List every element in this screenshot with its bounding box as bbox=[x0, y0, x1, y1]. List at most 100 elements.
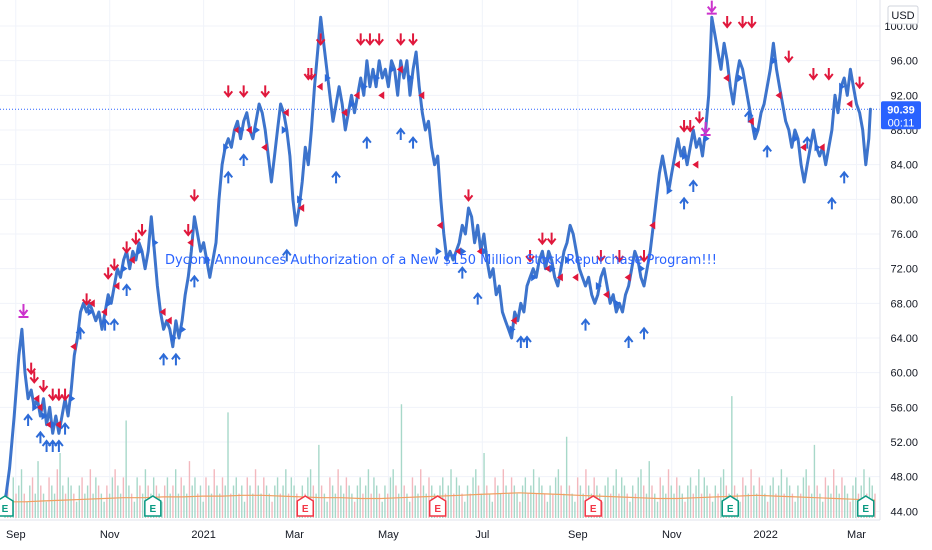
exit-triangle bbox=[436, 221, 443, 230]
buy-arrow bbox=[408, 136, 418, 149]
sell-arrow bbox=[374, 33, 384, 46]
exit-triangle bbox=[603, 290, 610, 299]
volume-bar bbox=[634, 493, 637, 518]
sell-arrow bbox=[103, 267, 113, 280]
entry-triangle bbox=[349, 100, 356, 108]
x-tick-label: Sep bbox=[6, 529, 26, 541]
volume-bar bbox=[362, 493, 364, 518]
volume-bar bbox=[89, 469, 92, 518]
volume-bar bbox=[601, 501, 604, 518]
exit-triangle bbox=[544, 264, 551, 273]
earnings-marker[interactable]: E bbox=[0, 495, 14, 517]
volume-bar bbox=[334, 493, 337, 518]
volume-bar bbox=[632, 485, 634, 518]
earnings-marker[interactable]: E bbox=[296, 495, 315, 517]
volume-bar bbox=[722, 469, 725, 518]
volume-bar bbox=[604, 485, 606, 518]
volume-bar bbox=[59, 453, 61, 518]
volume-bar bbox=[535, 493, 538, 518]
volume-bar bbox=[340, 485, 342, 518]
entry-triangle bbox=[595, 282, 602, 290]
volume-bar bbox=[582, 493, 584, 518]
volume-bar bbox=[521, 485, 524, 518]
volume-bar bbox=[230, 493, 232, 518]
sell-arrow bbox=[747, 16, 757, 29]
volume-bar bbox=[108, 493, 111, 518]
exit-triangle bbox=[282, 108, 289, 117]
earnings-marker[interactable]: E bbox=[584, 495, 602, 517]
buy-arrow bbox=[60, 422, 70, 435]
buy-arrow bbox=[472, 292, 483, 305]
last-price-countdown: 00:11 bbox=[888, 117, 915, 129]
buy-arrow bbox=[762, 144, 772, 158]
buy-arrow bbox=[362, 136, 372, 149]
buy-arrow bbox=[23, 413, 33, 426]
volume-bar bbox=[720, 477, 722, 518]
entry-triangle bbox=[69, 394, 76, 403]
volume-bar bbox=[464, 501, 466, 518]
volume-bar bbox=[480, 493, 482, 518]
earnings-label: E bbox=[727, 504, 734, 515]
volume-bar bbox=[232, 485, 235, 518]
volume-bar bbox=[12, 477, 14, 518]
sell-arrow bbox=[854, 76, 865, 90]
volume-bar bbox=[403, 485, 405, 518]
entry-triangle bbox=[460, 247, 467, 256]
volume-bar bbox=[472, 477, 474, 518]
entry-triangle bbox=[324, 74, 331, 82]
entry-triangle bbox=[204, 256, 211, 264]
volume-bar bbox=[576, 477, 579, 518]
volume-bar bbox=[560, 485, 562, 518]
buy-arrow bbox=[639, 326, 649, 340]
volume-bar bbox=[830, 493, 832, 518]
entry-triangle bbox=[223, 143, 230, 152]
volume-bar bbox=[364, 485, 367, 518]
earnings-marker[interactable]: E bbox=[721, 495, 740, 517]
earnings-marker[interactable]: E bbox=[857, 495, 875, 517]
earnings-label: E bbox=[2, 504, 9, 515]
y-tick-label: 56.00 bbox=[890, 402, 918, 414]
buy-arrow bbox=[802, 136, 813, 149]
volume-bar bbox=[119, 493, 122, 518]
volume-bar bbox=[75, 501, 78, 518]
entry-triangle bbox=[389, 65, 396, 74]
volume-bar bbox=[499, 493, 502, 518]
entry-triangle bbox=[549, 264, 556, 273]
earnings-marker[interactable]: E bbox=[428, 495, 447, 517]
volume-bar bbox=[643, 485, 645, 518]
y-tick-label: 84.00 bbox=[890, 160, 918, 172]
volume-bar bbox=[513, 485, 516, 518]
entry-triangle bbox=[238, 126, 245, 134]
y-tick-label: 52.00 bbox=[890, 437, 918, 449]
sell-arrow bbox=[131, 232, 141, 246]
sell-arrow bbox=[537, 232, 548, 246]
volume-bar bbox=[224, 485, 226, 518]
volume-bar bbox=[249, 485, 251, 518]
volume-bar bbox=[483, 453, 485, 518]
sell-arrow bbox=[408, 33, 418, 46]
buy-arrow bbox=[223, 170, 234, 184]
buy-arrow bbox=[35, 430, 46, 444]
volume-bar bbox=[221, 477, 224, 518]
sell-arrow bbox=[694, 111, 705, 124]
entry-triangle bbox=[509, 325, 516, 334]
volume-bar bbox=[219, 493, 221, 518]
volume-bar bbox=[392, 469, 394, 518]
volume-bar bbox=[791, 493, 794, 518]
volume-bar bbox=[775, 493, 777, 518]
volume-bar bbox=[788, 485, 791, 518]
earnings-marker[interactable]: E bbox=[144, 495, 162, 517]
volume-bar bbox=[395, 485, 397, 518]
sell-arrow bbox=[238, 85, 249, 98]
volume-bar bbox=[574, 501, 576, 518]
volume-bar bbox=[400, 404, 403, 518]
entry-triangle bbox=[839, 82, 846, 91]
volume-bar bbox=[271, 501, 273, 518]
currency-label-box bbox=[887, 5, 919, 25]
volume-bar bbox=[409, 501, 411, 518]
volume-bar bbox=[766, 501, 769, 518]
volume-bar bbox=[348, 485, 350, 518]
volume-bar bbox=[342, 493, 345, 518]
